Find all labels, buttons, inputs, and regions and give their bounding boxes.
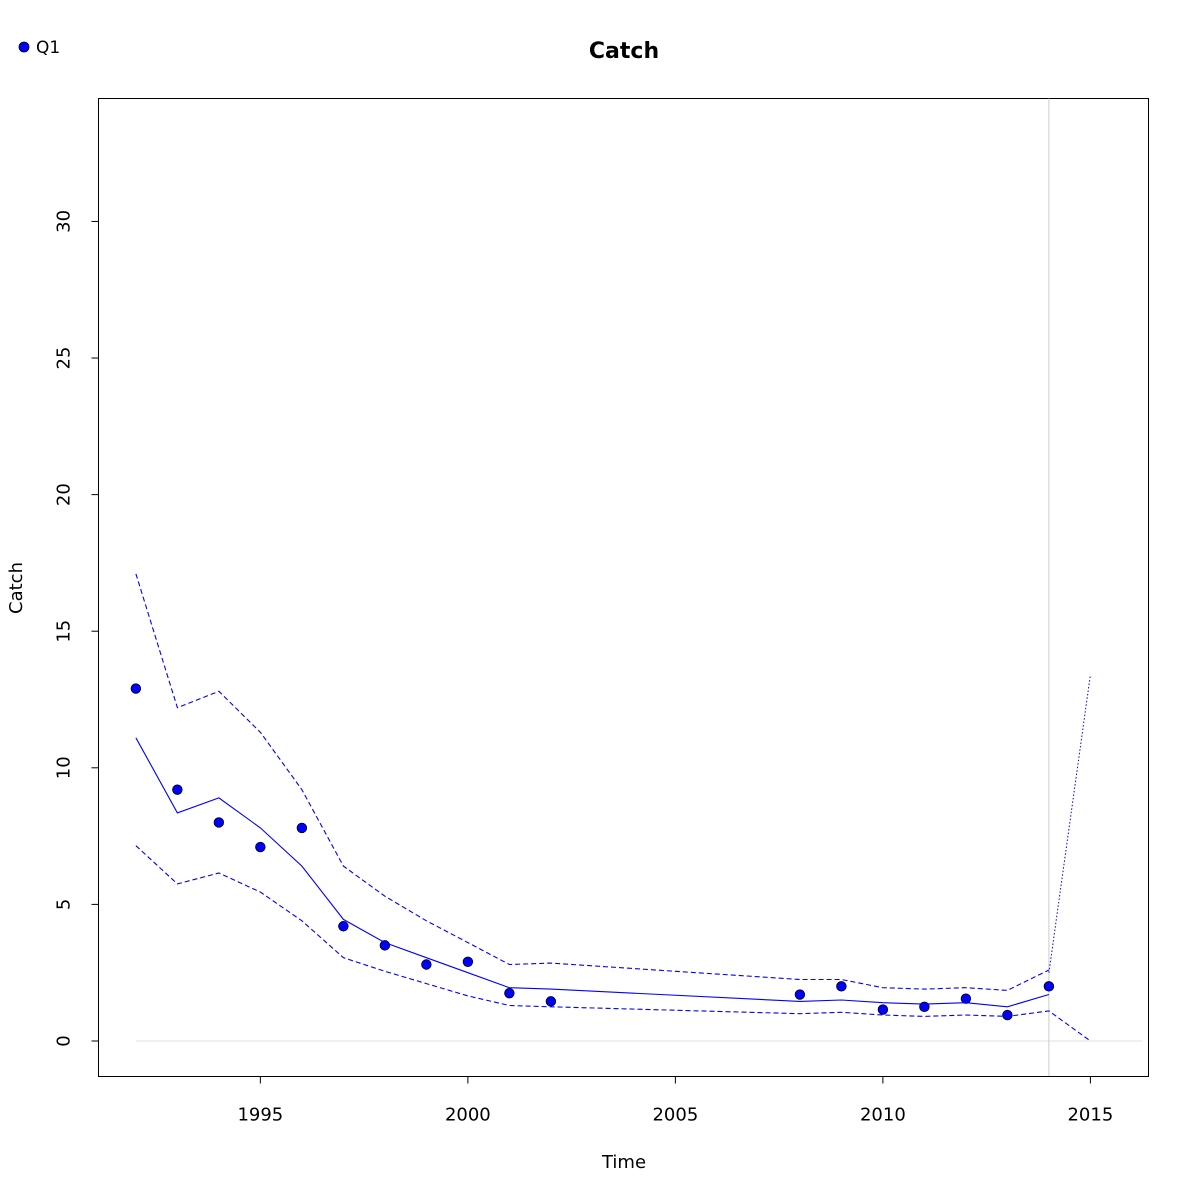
plot-frame xyxy=(98,98,1149,1077)
data-point xyxy=(130,683,142,694)
data-point xyxy=(504,987,515,999)
y-axis: 0 5 10 15 20 25 30 xyxy=(54,210,99,1047)
data-point xyxy=(877,1004,889,1015)
y-tick-label: 10 xyxy=(54,756,75,779)
x-tick-label: 1995 xyxy=(237,1105,283,1126)
series-layer xyxy=(130,573,1091,1042)
data-point xyxy=(296,822,308,834)
data-point xyxy=(1002,1009,1013,1021)
y-tick-label: 30 xyxy=(54,210,75,233)
data-point xyxy=(255,841,266,853)
x-tick-label: 2005 xyxy=(652,1105,698,1126)
fitted-line xyxy=(135,737,1050,1008)
y-tick-label: 5 xyxy=(54,899,75,910)
projection-line xyxy=(1048,674,1091,973)
lower-bound-line xyxy=(135,845,1091,1042)
x-axis: 1995 2000 2005 2010 2015 xyxy=(237,1076,1113,1126)
data-point xyxy=(1043,981,1055,992)
data-point xyxy=(421,959,432,970)
data-point xyxy=(545,996,557,1007)
data-point xyxy=(462,956,474,967)
y-tick-label: 0 xyxy=(54,1035,75,1046)
data-point xyxy=(836,981,847,992)
reference-lines xyxy=(135,98,1143,1077)
y-tick-label: 25 xyxy=(54,347,75,370)
legend: Q1 xyxy=(18,38,60,58)
legend-marker-q1 xyxy=(18,41,30,53)
upper-bound-line xyxy=(135,573,1050,991)
y-tick-label: 15 xyxy=(54,620,75,643)
chart-title: Catch xyxy=(589,39,659,64)
data-point xyxy=(172,784,183,795)
data-point xyxy=(338,921,349,932)
x-tick-label: 2010 xyxy=(860,1105,906,1126)
data-point xyxy=(794,989,806,1000)
legend-label-q1: Q1 xyxy=(36,38,60,58)
y-tick-label: 20 xyxy=(54,483,75,506)
y-axis-label: Catch xyxy=(6,562,27,614)
data-point xyxy=(213,817,225,828)
x-tick-label: 2000 xyxy=(445,1105,491,1126)
x-tick-label: 2015 xyxy=(1067,1105,1113,1126)
data-point xyxy=(960,993,972,1004)
x-axis-label: Time xyxy=(601,1152,646,1173)
